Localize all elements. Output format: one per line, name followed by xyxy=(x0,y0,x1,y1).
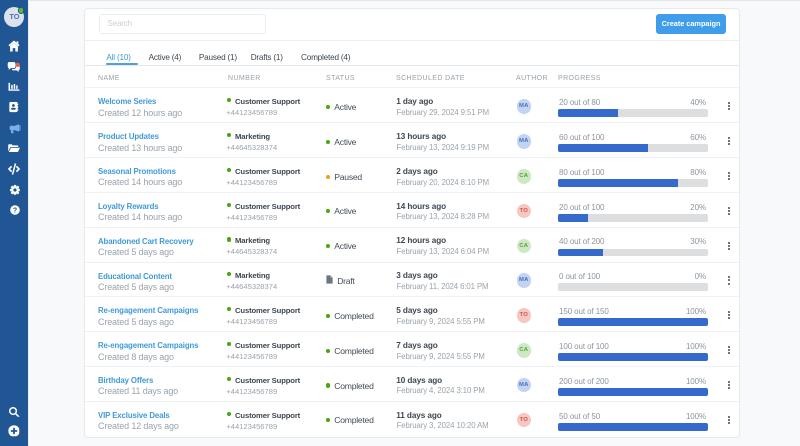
svg-text:?: ? xyxy=(12,208,16,215)
